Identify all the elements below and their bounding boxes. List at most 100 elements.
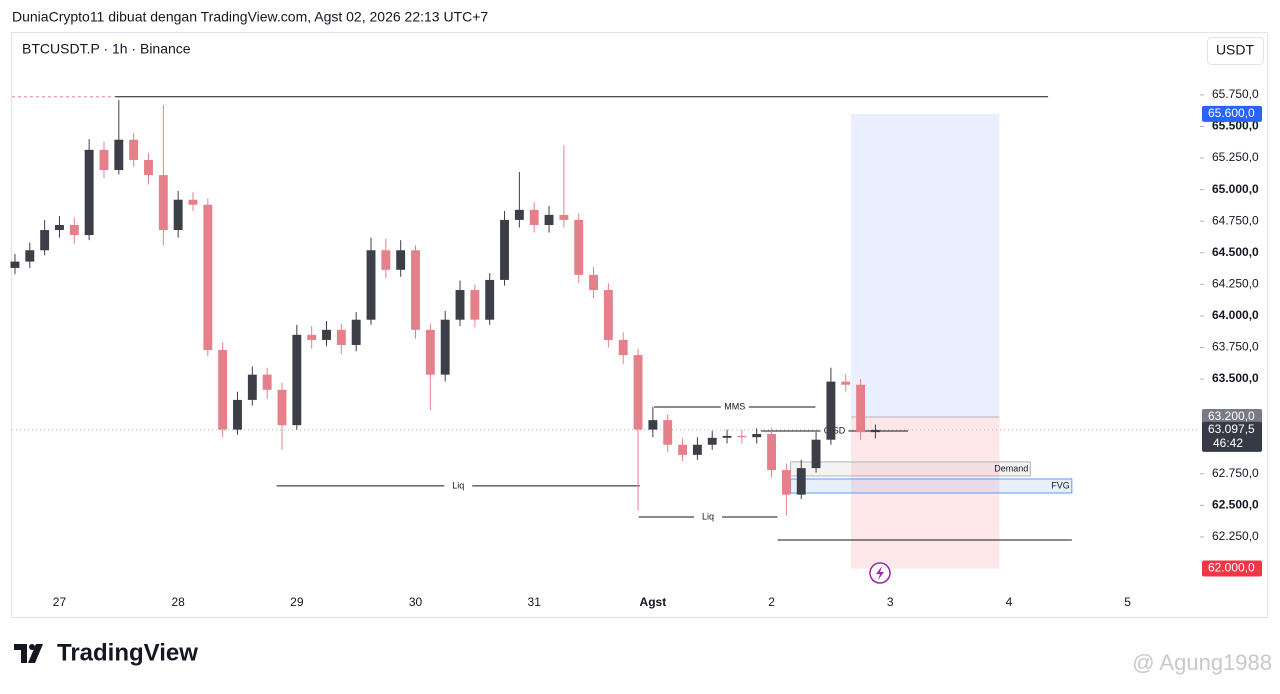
candle-body (603, 290, 613, 340)
candle-body (767, 434, 777, 471)
candle-body (173, 199, 183, 231)
label-bg (694, 511, 723, 522)
x-tick-label: 4 (1006, 595, 1013, 609)
y-tick-label: 65.750,0 (1212, 87, 1259, 101)
y-tick-label: 64.750,0 (1212, 213, 1259, 227)
y-tick-label: 65.000,0 (1212, 182, 1259, 196)
candle-body (247, 374, 257, 400)
zone (790, 461, 1031, 477)
candle-body (262, 374, 272, 390)
x-tick-label: 27 (53, 595, 67, 609)
candle-body (737, 435, 747, 438)
candle-body (25, 250, 35, 262)
candle-body (752, 434, 762, 438)
zone (790, 478, 1073, 494)
candle-body (841, 381, 851, 385)
candle-body (663, 420, 673, 445)
candle-body (707, 437, 717, 445)
y-tick-label: 62.250,0 (1212, 529, 1259, 543)
zone-label: FVG (1051, 480, 1070, 490)
candle-body (470, 290, 480, 320)
target-zone (851, 113, 1000, 417)
x-tick-label: 30 (409, 595, 423, 609)
candle-body (455, 290, 465, 320)
x-tick-label: 3 (887, 595, 894, 609)
candle-body (292, 334, 302, 426)
candle-body (529, 209, 539, 225)
current-price-label: 63.097,5 (1208, 422, 1255, 436)
candle-body (440, 319, 450, 375)
candle-body (544, 214, 554, 225)
y-tick-label: 63.750,0 (1212, 340, 1259, 354)
currency-button[interactable] (1207, 37, 1264, 65)
y-tick-label: 64.500,0 (1212, 245, 1259, 259)
candle-body (559, 214, 569, 220)
candle-body (322, 329, 331, 340)
candle-body (811, 439, 821, 469)
candle-body (826, 381, 836, 440)
candle-body (425, 329, 435, 375)
x-tick-label: 31 (528, 595, 542, 609)
alert-bolt (876, 566, 884, 580)
candle-body (781, 470, 791, 495)
candle-body (589, 274, 598, 291)
x-tick-label: 28 (171, 595, 185, 609)
candle-body (84, 149, 94, 236)
brand-logo (14, 644, 43, 663)
target-price-label: 65.600,0 (1208, 106, 1255, 120)
candle-body (411, 250, 420, 330)
symbol-title: BTCUSDT.P · 1h · Binance (22, 41, 191, 57)
x-tick-label: Agst (640, 595, 667, 609)
candle-body (203, 204, 213, 351)
candle-body (618, 339, 628, 356)
line-label: Liq (702, 511, 714, 521)
candle-body (351, 319, 361, 345)
candle-body (722, 435, 732, 438)
entry-price-box (1202, 408, 1262, 425)
line-label: MMS (724, 401, 745, 411)
y-tick-label: 64.000,0 (1212, 308, 1259, 322)
label-bg (444, 480, 473, 491)
candle-body (277, 389, 287, 426)
stop-price-label: 62.000,0 (1208, 561, 1255, 575)
candle-body (485, 279, 495, 320)
candle-body (856, 384, 866, 433)
candle-body (500, 219, 509, 280)
candle-body (218, 350, 228, 430)
x-tick-label: 2 (768, 595, 775, 609)
candle-body (514, 209, 524, 220)
countdown: 46:42 (1213, 436, 1243, 450)
candle-body (678, 444, 687, 455)
stop-price-box (1202, 560, 1262, 577)
x-tick-label: 29 (290, 595, 304, 609)
zone-label: Demand (994, 463, 1028, 473)
candle-body (870, 429, 880, 433)
header-text: DuniaCrypto11 dibuat dengan TradingView.… (12, 9, 488, 25)
label-bg (720, 401, 749, 412)
candle-body (396, 250, 406, 270)
candle-body (336, 329, 346, 345)
candle-body (158, 175, 168, 231)
y-tick-label: 65.250,0 (1212, 150, 1259, 164)
candle-body (40, 230, 50, 251)
x-tick-label: 5 (1124, 595, 1131, 609)
candle-body (99, 149, 109, 171)
entry-price-label: 63.200,0 (1208, 409, 1255, 423)
currency-label[interactable]: USDT (1216, 42, 1255, 58)
line-label: Liq (452, 480, 464, 490)
chart-frame (11, 32, 1268, 618)
candle-body (381, 250, 391, 270)
candle-body (114, 139, 124, 171)
current-price-box (1202, 421, 1262, 452)
plot-area: DemandFVGLiqLiqMMSCISD62.250,062.500,062… (10, 87, 1262, 609)
watermark: @ Agung1988 (1132, 650, 1272, 675)
target-price-box (1202, 105, 1262, 122)
candle-body (307, 334, 317, 340)
candle-body (55, 224, 64, 231)
candle-body (574, 219, 584, 275)
candle-body (10, 261, 20, 268)
y-tick-label: 64.250,0 (1212, 277, 1259, 291)
y-tick-label: 65.500,0 (1212, 119, 1259, 133)
